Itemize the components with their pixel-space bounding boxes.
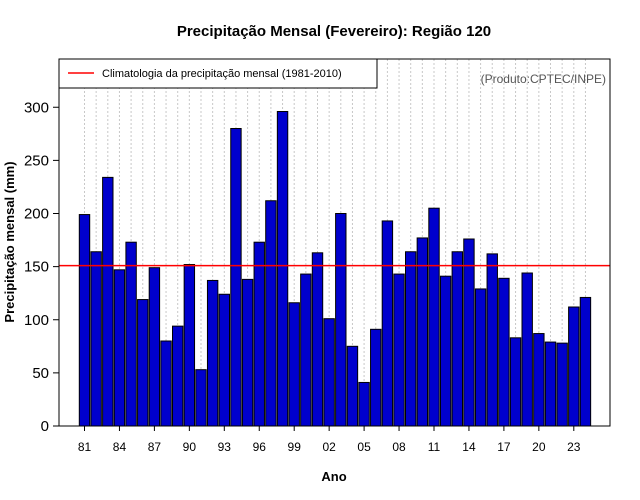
x-tick-label: 99 [288, 440, 302, 454]
bar-2017 [498, 277, 510, 427]
y-tick-label: 150 [24, 259, 49, 276]
y-tick-label: 300 [24, 99, 49, 116]
bar-2002 [323, 318, 335, 427]
y-tick-label: 0 [41, 418, 49, 435]
x-tick-label: 87 [148, 440, 162, 454]
bar-1981 [78, 214, 91, 427]
bar-2000 [300, 273, 312, 427]
bar-2005 [358, 381, 370, 427]
bar-1990 [183, 264, 196, 427]
y-axis-label: Precipitação mensal (mm) [2, 161, 17, 322]
bar-1997 [265, 200, 277, 427]
y-tick-label: 50 [32, 365, 49, 382]
bar-1993 [218, 293, 231, 427]
x-tick-label: 84 [113, 440, 127, 454]
bar-1982 [90, 251, 102, 427]
bar-1983 [102, 176, 114, 427]
x-tick-label: 11 [428, 440, 441, 454]
bar-1998 [276, 111, 289, 427]
bar-1994 [230, 128, 242, 427]
bar-2003 [335, 213, 347, 427]
x-tick-label: 02 [322, 440, 336, 454]
bar-1992 [206, 279, 219, 427]
bar-2024 [579, 296, 592, 427]
bars [78, 111, 592, 427]
bar-1984 [113, 269, 126, 427]
bar-2006 [370, 328, 382, 427]
x-tick-label: 17 [497, 440, 511, 454]
bar-1989 [172, 325, 184, 427]
x-axis-label: Ano [321, 469, 346, 484]
y-tick-label: 100 [24, 312, 49, 329]
x-tick-label: 93 [218, 440, 232, 454]
source-note: (Produto:CPTEC/INPE) [481, 72, 606, 86]
bar-1985 [125, 241, 137, 427]
bar-1999 [288, 302, 300, 427]
bar-2015 [474, 288, 487, 427]
x-tick-label: 05 [357, 440, 371, 454]
x-axis: 81 84 87 90 93 96 99 02 05 08 11 14 17 20 23 [78, 426, 581, 454]
chart-title: Precipitação Mensal (Fevereiro): Região … [177, 23, 491, 40]
bar-1995 [241, 278, 254, 427]
bar-2018 [509, 337, 522, 427]
bar-2009 [405, 251, 417, 427]
bar-1996 [253, 241, 265, 427]
x-tick-label: 90 [183, 440, 197, 454]
bar-1991 [195, 369, 207, 427]
y-tick-label: 200 [24, 206, 49, 223]
bar-1986 [137, 299, 149, 427]
bar-1987 [148, 267, 161, 427]
bar-2020 [533, 333, 545, 427]
x-tick-label: 96 [253, 440, 267, 454]
y-tick-label: 250 [24, 152, 49, 169]
bar-2012 [439, 275, 452, 427]
bar-2013 [451, 251, 464, 427]
bar-2007 [381, 220, 394, 427]
bar-2023 [568, 306, 580, 427]
bar-2019 [521, 272, 533, 427]
legend-climatology-label: Climatologia da precipitação mensal (198… [102, 68, 342, 80]
legend: Climatologia da precipitação mensal (198… [58, 58, 378, 89]
x-tick-label: 23 [567, 440, 581, 454]
bar-2016 [486, 253, 498, 427]
bar-2001 [311, 252, 324, 427]
x-tick-label: 08 [392, 440, 406, 454]
bar-1988 [160, 340, 172, 427]
bar-2011 [428, 207, 440, 427]
x-tick-label: 14 [462, 440, 476, 454]
bar-2014 [463, 238, 475, 427]
y-axis: 0 50 100 150 200 250 300 [24, 99, 59, 435]
x-tick-label: 81 [78, 440, 92, 454]
bar-2008 [393, 273, 405, 427]
legend-box [58, 58, 378, 89]
bar-2021 [544, 341, 557, 427]
bar-2004 [346, 345, 359, 427]
x-tick-label: 20 [532, 440, 546, 454]
bar-2022 [556, 342, 568, 427]
